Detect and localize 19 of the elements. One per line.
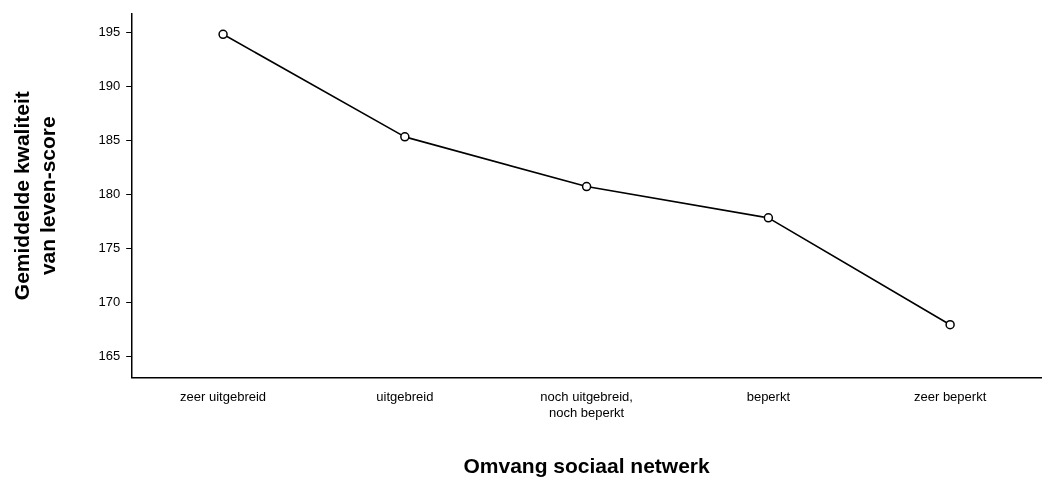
point bbox=[218, 29, 228, 40]
point bbox=[945, 319, 955, 330]
y-tick-label: 175 bbox=[98, 239, 121, 255]
point bbox=[763, 213, 774, 223]
x-tick-label: beperkt bbox=[746, 388, 791, 404]
y-tick-label: 170 bbox=[98, 293, 121, 309]
y-tick-label: 190 bbox=[98, 77, 121, 93]
x-tick-label: uitgebreid bbox=[376, 388, 434, 404]
y-tick-label: 165 bbox=[98, 347, 121, 363]
x-axis-title: Omvang sociaal netwerk bbox=[463, 454, 711, 478]
x-tick-label: noch uitgebreid, noch beperkt bbox=[540, 388, 633, 420]
y-tick-label: 185 bbox=[98, 131, 121, 147]
x-tick-label: zeer uitgebreid bbox=[180, 388, 267, 404]
point bbox=[581, 181, 592, 192]
y-tick-label: 180 bbox=[98, 185, 121, 201]
y-tick-label: 195 bbox=[98, 23, 121, 39]
y-axis-title: Gemiddelde kwaliteit van leven-score bbox=[9, 91, 60, 301]
point bbox=[400, 132, 410, 142]
x-tick-label: zeer beperkt bbox=[913, 388, 987, 404]
